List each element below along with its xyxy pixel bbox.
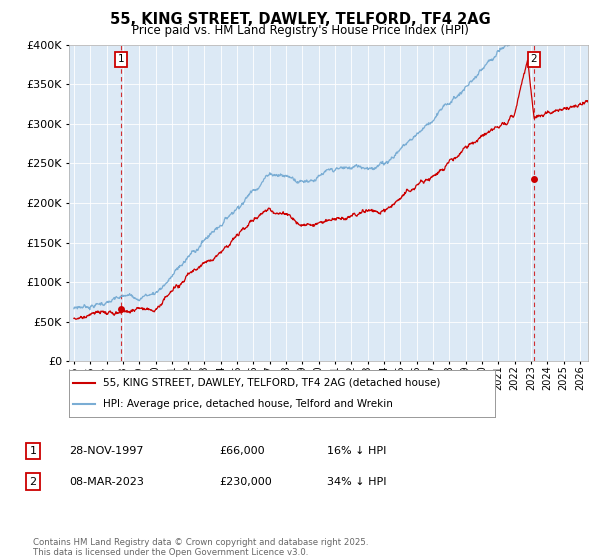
Text: £66,000: £66,000 bbox=[219, 446, 265, 456]
Text: 16% ↓ HPI: 16% ↓ HPI bbox=[327, 446, 386, 456]
Text: Contains HM Land Registry data © Crown copyright and database right 2025.
This d: Contains HM Land Registry data © Crown c… bbox=[33, 538, 368, 557]
Text: HPI: Average price, detached house, Telford and Wrekin: HPI: Average price, detached house, Telf… bbox=[103, 399, 393, 409]
Text: 28-NOV-1997: 28-NOV-1997 bbox=[69, 446, 143, 456]
Text: £230,000: £230,000 bbox=[219, 477, 272, 487]
Text: 1: 1 bbox=[118, 54, 125, 64]
Text: 2: 2 bbox=[530, 54, 537, 64]
Text: 08-MAR-2023: 08-MAR-2023 bbox=[69, 477, 144, 487]
Text: 55, KING STREET, DAWLEY, TELFORD, TF4 2AG (detached house): 55, KING STREET, DAWLEY, TELFORD, TF4 2A… bbox=[103, 378, 440, 388]
Text: Price paid vs. HM Land Registry's House Price Index (HPI): Price paid vs. HM Land Registry's House … bbox=[131, 24, 469, 36]
Text: 34% ↓ HPI: 34% ↓ HPI bbox=[327, 477, 386, 487]
Text: 2: 2 bbox=[29, 477, 37, 487]
Text: 1: 1 bbox=[29, 446, 37, 456]
Text: 55, KING STREET, DAWLEY, TELFORD, TF4 2AG: 55, KING STREET, DAWLEY, TELFORD, TF4 2A… bbox=[110, 12, 490, 27]
